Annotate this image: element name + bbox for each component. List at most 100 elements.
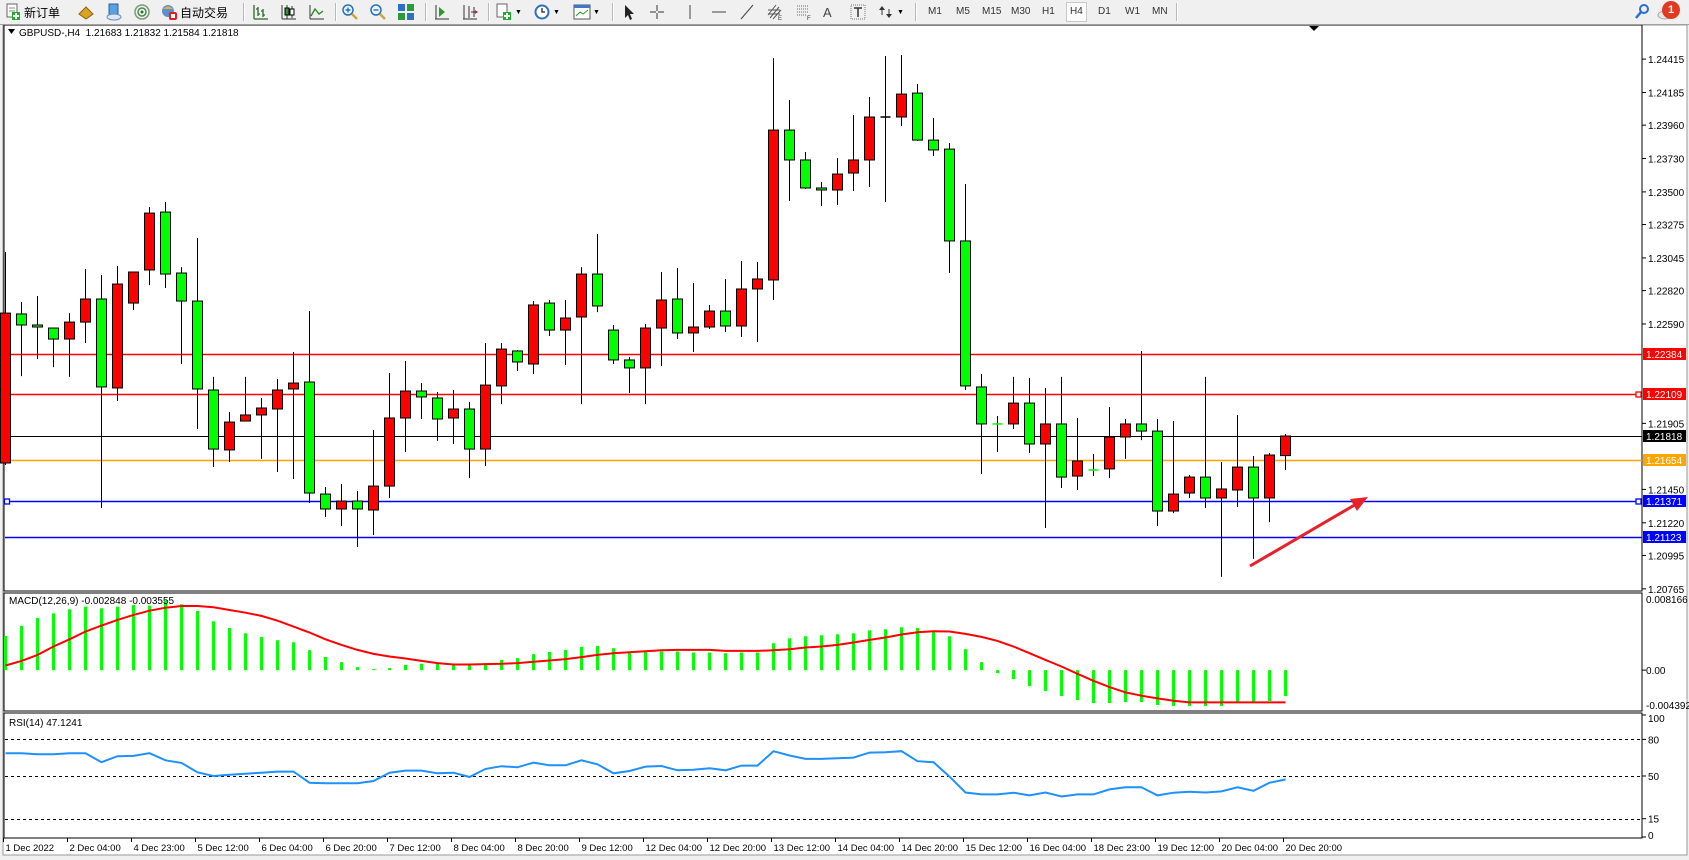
fibo-button[interactable]: F [795, 3, 813, 21]
candle-body [96, 298, 107, 388]
candle-body [240, 414, 251, 422]
signal-icon [134, 4, 150, 20]
macd-histogram-bar [260, 636, 263, 671]
macd-histogram-bar [1252, 670, 1255, 703]
timeframe-m30[interactable]: M30 [1011, 6, 1031, 17]
price-line-marker [3, 498, 11, 505]
candle-body [960, 240, 971, 387]
text-button[interactable]: A [823, 3, 832, 21]
macd-histogram-bar [356, 667, 359, 671]
autoscroll-button[interactable] [461, 3, 479, 21]
macd-histogram-bar [436, 663, 439, 671]
vertical-line-button[interactable] [681, 3, 699, 21]
fibo-channel-button[interactable]: E [766, 3, 784, 21]
macd-histogram-bar [820, 635, 823, 671]
macd-histogram-bar [948, 636, 951, 671]
chevron-down-icon[interactable]: ▼ [515, 8, 522, 16]
search-button[interactable] [1633, 3, 1651, 21]
chevron-down-icon[interactable]: ▼ [593, 8, 600, 16]
macd-histogram-bar [500, 659, 503, 671]
candle-body [48, 327, 59, 340]
bar-chart-button[interactable] [252, 3, 270, 21]
candle [384, 373, 395, 498]
timeframe-h1[interactable]: H1 [1042, 6, 1055, 17]
candle [0, 251, 11, 466]
line-chart-button[interactable] [308, 3, 326, 21]
candle [832, 158, 843, 205]
candle [752, 261, 763, 342]
macd-histogram-bar [372, 669, 375, 671]
new-order-button[interactable]: 新订单 [4, 3, 60, 21]
candle [496, 342, 507, 405]
candle-body [192, 300, 203, 390]
macd-histogram-bar [1140, 670, 1143, 702]
macd-histogram-bar [724, 653, 727, 671]
candle-body [1040, 423, 1051, 445]
timeframe-mn[interactable]: MN [1152, 6, 1168, 17]
toolbar-separator [915, 3, 917, 21]
candle [960, 184, 971, 390]
axes: 1.24415 1.24185 1.23960 1.23730 1.23500 1.232… [3, 55, 1689, 854]
symbol-menu-triangle-icon[interactable] [8, 29, 15, 34]
candle [1072, 418, 1083, 490]
navigator-button[interactable] [105, 3, 123, 21]
text-label-button[interactable] [849, 3, 867, 21]
candlestick-button[interactable] [280, 3, 298, 21]
timeframe-h4[interactable]: H4 [1066, 2, 1087, 22]
timeframe-m15[interactable]: M15 [982, 6, 1002, 17]
timeframe-m5[interactable]: M5 [956, 6, 970, 17]
candle-body [336, 500, 347, 510]
macd-histogram-bar [708, 652, 711, 671]
candle [368, 430, 379, 535]
candle-body [768, 129, 779, 281]
indicators-button[interactable]: ▼ [495, 3, 522, 21]
auto-trading-button[interactable]: 自动交易 [160, 3, 228, 21]
macd-histogram-bar [4, 635, 7, 671]
macd-histogram-bar [996, 670, 999, 674]
navigator-icon [106, 3, 122, 21]
candle [1216, 461, 1227, 577]
templates-button[interactable]: ▼ [573, 3, 600, 21]
price-line-label-bg [1643, 388, 1686, 400]
crosshair-button[interactable] [648, 3, 666, 21]
candle-body [640, 327, 651, 369]
periods-button[interactable]: ▼ [533, 3, 560, 21]
zoom-out-button[interactable] [369, 3, 387, 21]
candle-body [784, 129, 795, 161]
chart-shift-marker-icon[interactable] [1309, 26, 1319, 31]
chart-title: GBPUSD-,H4 1.21683 1.21832 1.21584 1.218… [19, 28, 239, 39]
candle [1280, 433, 1291, 470]
time-tick-label: 8 Dec 04:00 [454, 843, 505, 854]
auto-trading-icon [162, 5, 177, 20]
candle [112, 266, 123, 402]
chevron-down-icon[interactable]: ▼ [897, 8, 904, 16]
macd-axis-label: 0.00 [1646, 666, 1666, 677]
chevron-down-icon[interactable]: ▼ [553, 8, 560, 16]
price-tick-label: 1.21905 [1648, 419, 1685, 430]
gold-button[interactable] [77, 3, 95, 21]
chart-shift-icon [435, 5, 449, 20]
macd-histogram-bar [836, 634, 839, 671]
candle [160, 202, 171, 288]
arrows-button[interactable]: ▼ [877, 3, 904, 21]
horizontal-line-button[interactable] [710, 3, 728, 21]
signal-button[interactable] [133, 3, 151, 21]
macd-histogram-bar [308, 650, 311, 671]
trendline-button[interactable] [738, 3, 756, 21]
timeframe-m1[interactable]: M1 [928, 6, 942, 17]
candle [528, 301, 539, 375]
candle-body [256, 407, 267, 416]
candle [784, 100, 795, 202]
timeframe-d1[interactable]: D1 [1098, 6, 1111, 17]
timeframe-w1[interactable]: W1 [1125, 6, 1140, 17]
toolbar-separator [488, 3, 490, 21]
time-tick-label: 20 Dec 04:00 [1222, 843, 1279, 854]
macd-axis-label: -0.004392 [1646, 701, 1689, 712]
chart-shift-button[interactable] [433, 3, 451, 21]
cursor-button[interactable] [620, 3, 638, 21]
price-line-label: 1.21371 [1646, 497, 1683, 508]
macd-histogram-bar [116, 606, 119, 671]
zoom-in-button[interactable] [341, 3, 359, 21]
tile-windows-button[interactable] [397, 3, 415, 21]
